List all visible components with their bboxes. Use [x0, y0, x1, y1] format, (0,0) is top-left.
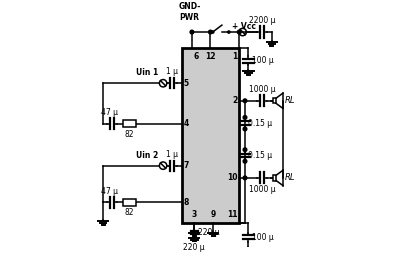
Text: GND-
PWR: GND- PWR: [178, 2, 201, 22]
Text: RL: RL: [285, 173, 295, 182]
Circle shape: [243, 160, 247, 163]
Text: 6: 6: [194, 52, 199, 61]
Text: 0.15 μ: 0.15 μ: [248, 151, 272, 160]
Text: 1000 μ: 1000 μ: [249, 185, 276, 194]
Text: Uin 1: Uin 1: [136, 69, 158, 77]
Text: 82: 82: [125, 209, 134, 217]
Text: 0.15 μ: 0.15 μ: [248, 119, 272, 128]
Text: 82: 82: [125, 130, 134, 139]
Text: 11: 11: [228, 210, 238, 219]
Text: Uin 2: Uin 2: [136, 151, 158, 160]
Circle shape: [212, 31, 214, 33]
Circle shape: [243, 116, 247, 119]
Circle shape: [228, 31, 230, 33]
Text: 12: 12: [205, 52, 216, 61]
Text: + Vcc: + Vcc: [232, 22, 256, 31]
Text: 220 μ: 220 μ: [184, 243, 205, 252]
Text: 3: 3: [192, 210, 197, 219]
Text: 9: 9: [211, 210, 216, 219]
Text: 1000 μ: 1000 μ: [249, 85, 276, 94]
Circle shape: [243, 99, 247, 103]
Circle shape: [243, 127, 247, 131]
Bar: [273, 175, 276, 181]
Text: 10: 10: [227, 173, 237, 182]
Bar: [123, 199, 136, 206]
Text: 100 μ: 100 μ: [252, 233, 274, 242]
Text: 47 μ: 47 μ: [101, 108, 118, 117]
Text: RL: RL: [285, 96, 295, 105]
Text: 4: 4: [183, 119, 189, 128]
Circle shape: [237, 30, 241, 34]
Text: 220 μ: 220 μ: [198, 228, 220, 237]
Text: 100 μ: 100 μ: [252, 56, 274, 65]
Text: 47 μ: 47 μ: [101, 186, 118, 196]
Circle shape: [190, 30, 194, 34]
Text: 5: 5: [183, 79, 188, 88]
Bar: [123, 120, 136, 127]
Text: 1 μ: 1 μ: [166, 67, 178, 76]
Text: 8: 8: [183, 198, 189, 207]
Circle shape: [243, 148, 247, 152]
Bar: [273, 98, 276, 103]
Text: 2: 2: [232, 96, 237, 105]
Bar: [182, 48, 239, 224]
Text: 1 μ: 1 μ: [166, 150, 178, 159]
Text: 7: 7: [183, 161, 189, 170]
Circle shape: [208, 30, 212, 34]
Circle shape: [243, 176, 247, 180]
Text: 1: 1: [232, 52, 237, 61]
Text: 2200 μ: 2200 μ: [249, 16, 276, 25]
